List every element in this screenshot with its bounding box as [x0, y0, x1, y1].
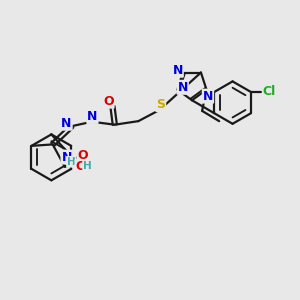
Text: N: N: [178, 81, 188, 94]
Text: H: H: [83, 161, 92, 172]
Text: H: H: [67, 157, 76, 167]
Text: N: N: [87, 110, 98, 123]
Text: O: O: [76, 160, 86, 173]
Text: S: S: [156, 98, 165, 111]
Text: N: N: [172, 64, 183, 77]
Text: Cl: Cl: [263, 85, 276, 98]
Text: N: N: [61, 117, 72, 130]
Text: N: N: [61, 151, 72, 164]
Text: O: O: [78, 148, 88, 161]
Text: O: O: [103, 94, 114, 108]
Text: N: N: [203, 90, 213, 103]
